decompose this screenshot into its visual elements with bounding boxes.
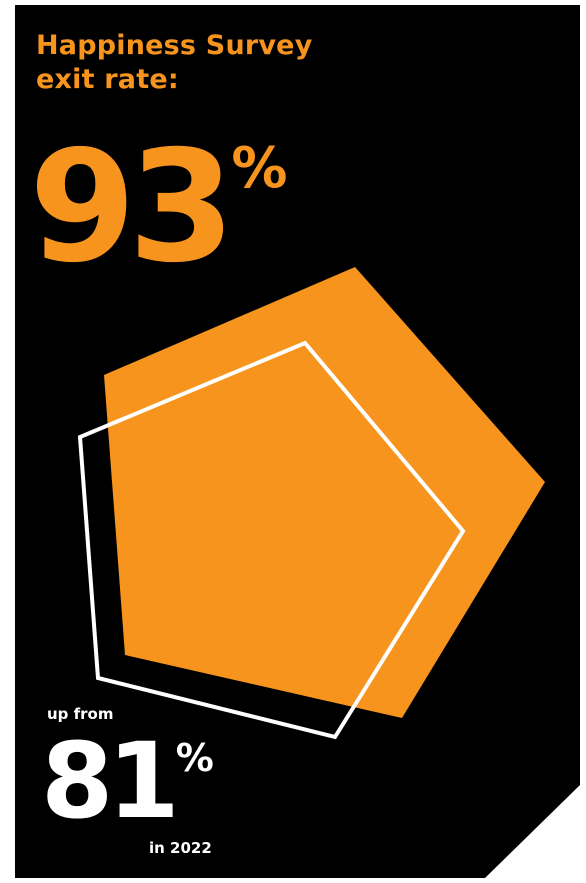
- headline-line-1: Happiness Survey: [36, 30, 313, 61]
- previous-rate-year: in 2022: [149, 839, 212, 857]
- outlined-white-pentagon: [77, 340, 466, 740]
- infographic-card: Happiness Survey exit rate: 93% up from …: [15, 5, 580, 878]
- previous-rate-value: 81: [41, 720, 180, 842]
- previous-rate-unit: %: [175, 736, 214, 780]
- current-rate: 93%: [29, 123, 287, 293]
- headline-title: Happiness Survey exit rate:: [36, 29, 313, 97]
- previous-rate-prefix: up from: [47, 705, 114, 723]
- previous-rate: 81%: [41, 725, 214, 845]
- current-rate-value: 93: [29, 118, 235, 297]
- headline-line-2: exit rate:: [36, 64, 179, 95]
- pentagon-graphic: [77, 267, 545, 740]
- current-rate-unit: %: [231, 136, 288, 201]
- filled-orange-pentagon: [104, 267, 545, 718]
